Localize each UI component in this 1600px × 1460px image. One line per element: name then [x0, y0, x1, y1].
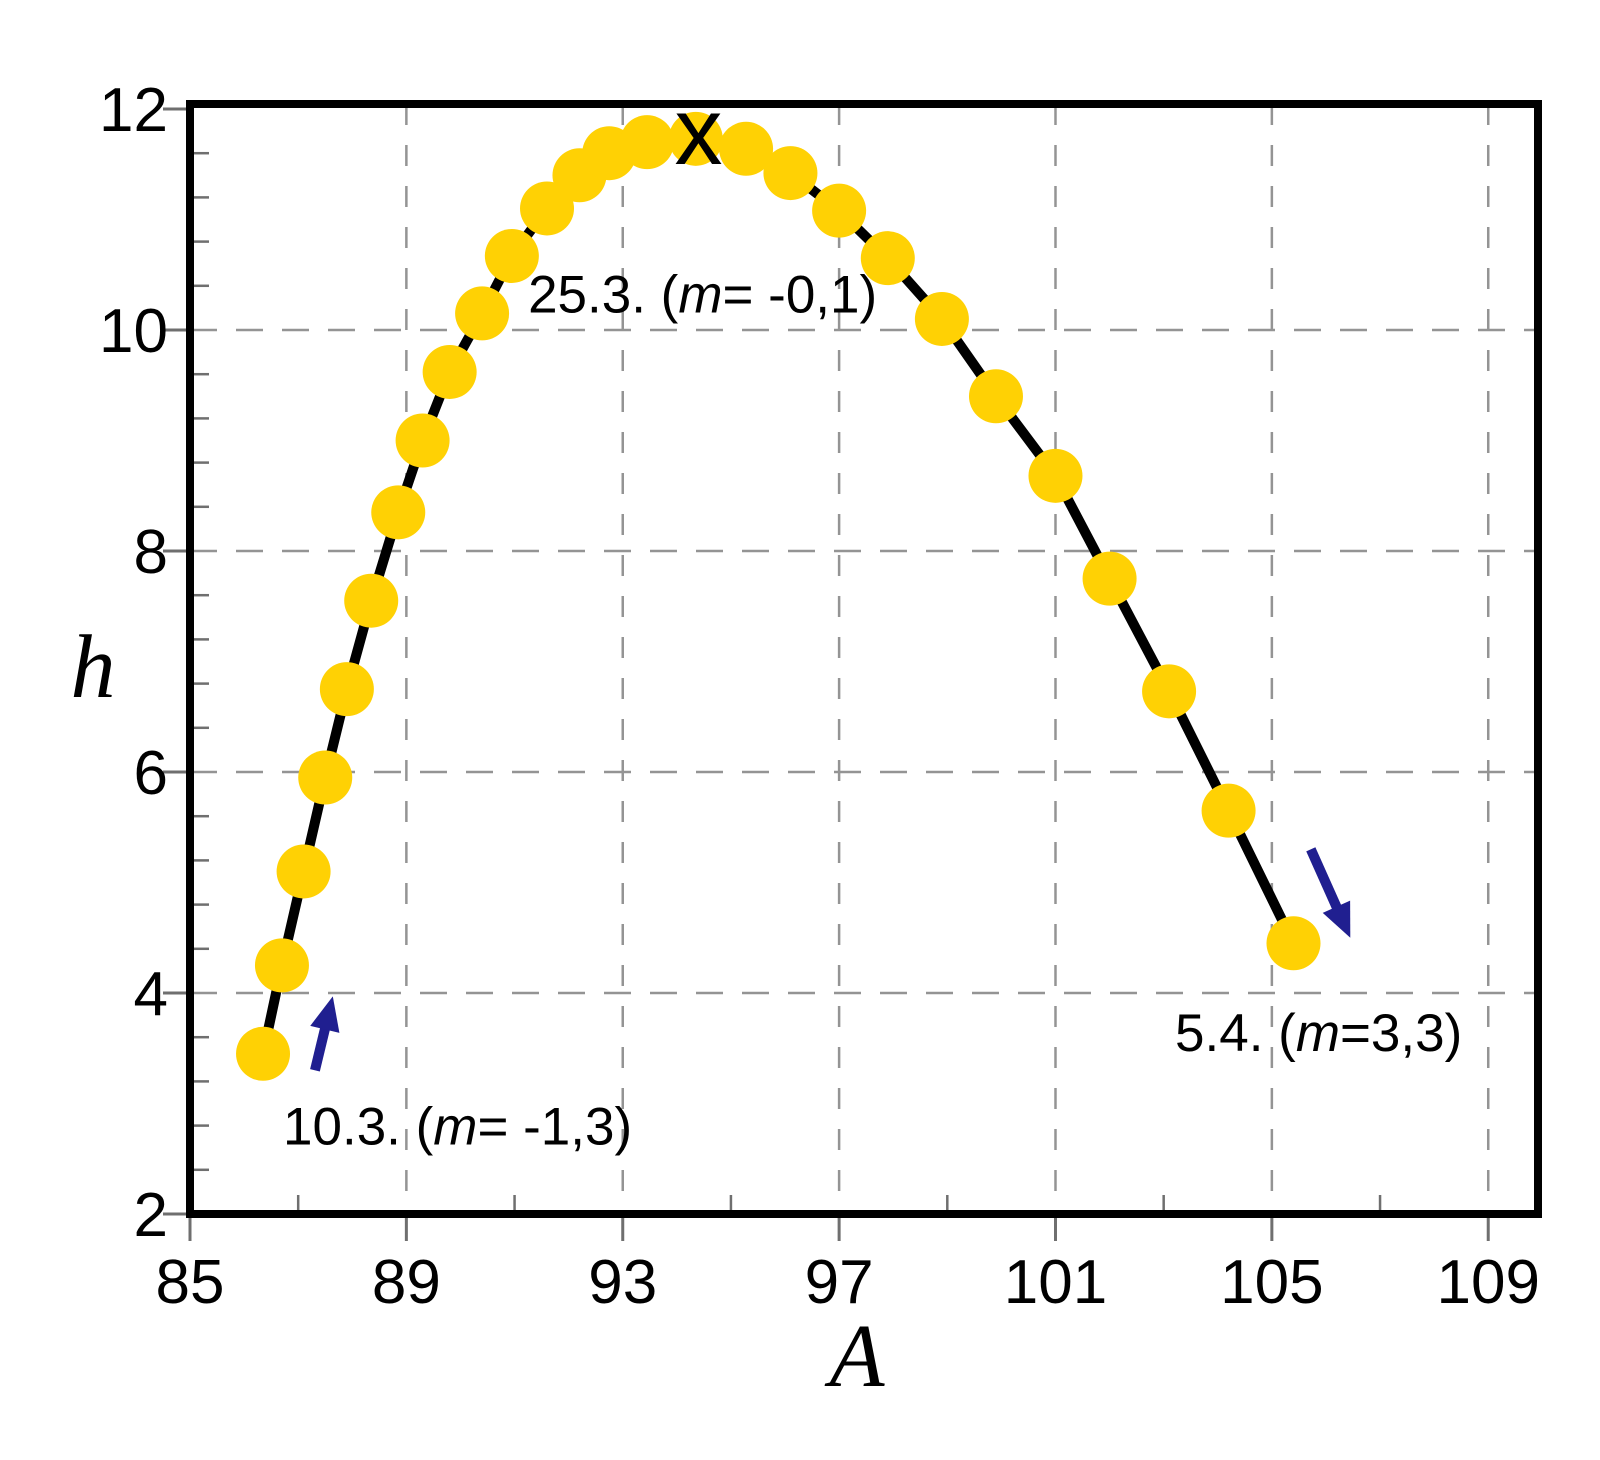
direction-arrow-end-head	[1322, 900, 1351, 938]
data-point	[763, 146, 818, 201]
direction-arrow-start-head	[310, 996, 340, 1033]
opposition-x-marker: x	[674, 78, 722, 185]
x-tick-label: 97	[805, 1248, 874, 1317]
annotation-date-10-3: 10.3. (m= -1,3)	[283, 1098, 632, 1157]
y-tick-label: 10	[99, 297, 168, 366]
x-tick-label: 85	[156, 1248, 225, 1317]
annotation-text: =3,3)	[1340, 1004, 1462, 1063]
y-axis-title: h	[71, 618, 116, 717]
data-point	[254, 938, 309, 993]
annotation-text: = -1,3)	[477, 1098, 632, 1157]
annotation-text: 10.3. (	[283, 1098, 434, 1157]
direction-arrow-end	[1306, 847, 1351, 938]
y-tick-label: 12	[99, 76, 168, 145]
y-tick-label: 6	[134, 739, 168, 808]
data-point	[298, 750, 353, 805]
annotation-date-5-4: 5.4. (m=3,3)	[1175, 1004, 1462, 1063]
y-tick-label: 4	[134, 960, 168, 1029]
x-tick-label: 89	[372, 1248, 441, 1317]
data-point	[455, 286, 510, 341]
x-tick-label: 109	[1437, 1248, 1540, 1317]
ticks-layer	[163, 107, 1490, 1241]
y-axis-tick-labels: 2 4 6 8 10 12	[99, 76, 168, 1250]
annotation-text: m	[678, 266, 722, 325]
plot-frame	[186, 100, 1542, 1218]
data-point	[719, 121, 774, 176]
data-point	[1142, 664, 1197, 719]
data-point	[668, 111, 723, 166]
data-point	[520, 181, 575, 236]
annotation-text: m	[433, 1098, 477, 1157]
data-point	[1082, 551, 1137, 606]
data-point	[319, 662, 374, 717]
data-point	[276, 844, 331, 899]
data-point	[968, 369, 1023, 424]
x-tick-label: 93	[588, 1248, 657, 1317]
x-tick-label: 105	[1220, 1248, 1323, 1317]
data-point	[236, 1026, 291, 1081]
grid-layer	[190, 104, 1538, 1214]
data-point	[914, 291, 969, 346]
data-point	[1201, 783, 1256, 838]
data-point	[484, 228, 539, 283]
y-tick-label: 8	[134, 518, 168, 587]
data-points	[236, 111, 1321, 1081]
annotation-text: 25.3. (	[528, 266, 679, 325]
x-axis-tick-labels: 85 89 93 97 101 105 109	[156, 1248, 1540, 1317]
data-point	[344, 573, 399, 628]
annotation-text: = -0,1)	[723, 266, 878, 325]
y-tick-label: 2	[134, 1181, 168, 1250]
data-point	[860, 231, 915, 286]
data-point	[395, 413, 450, 468]
data-point	[1266, 916, 1321, 971]
data-point	[620, 115, 675, 170]
annotation-text: m	[1296, 1004, 1340, 1063]
direction-arrow-end-shaft	[1306, 847, 1346, 920]
annotation-text: 5.4. (	[1175, 1004, 1296, 1063]
data-point	[422, 344, 477, 399]
annotation-date-25-3: 25.3. (m= -0,1)	[528, 266, 877, 325]
x-axis-title: A	[825, 1307, 886, 1406]
x-tick-label: 101	[1004, 1248, 1107, 1317]
data-point	[812, 183, 867, 238]
data-point	[371, 485, 426, 540]
data-point	[1028, 448, 1083, 503]
direction-arrow-start	[310, 996, 340, 1072]
